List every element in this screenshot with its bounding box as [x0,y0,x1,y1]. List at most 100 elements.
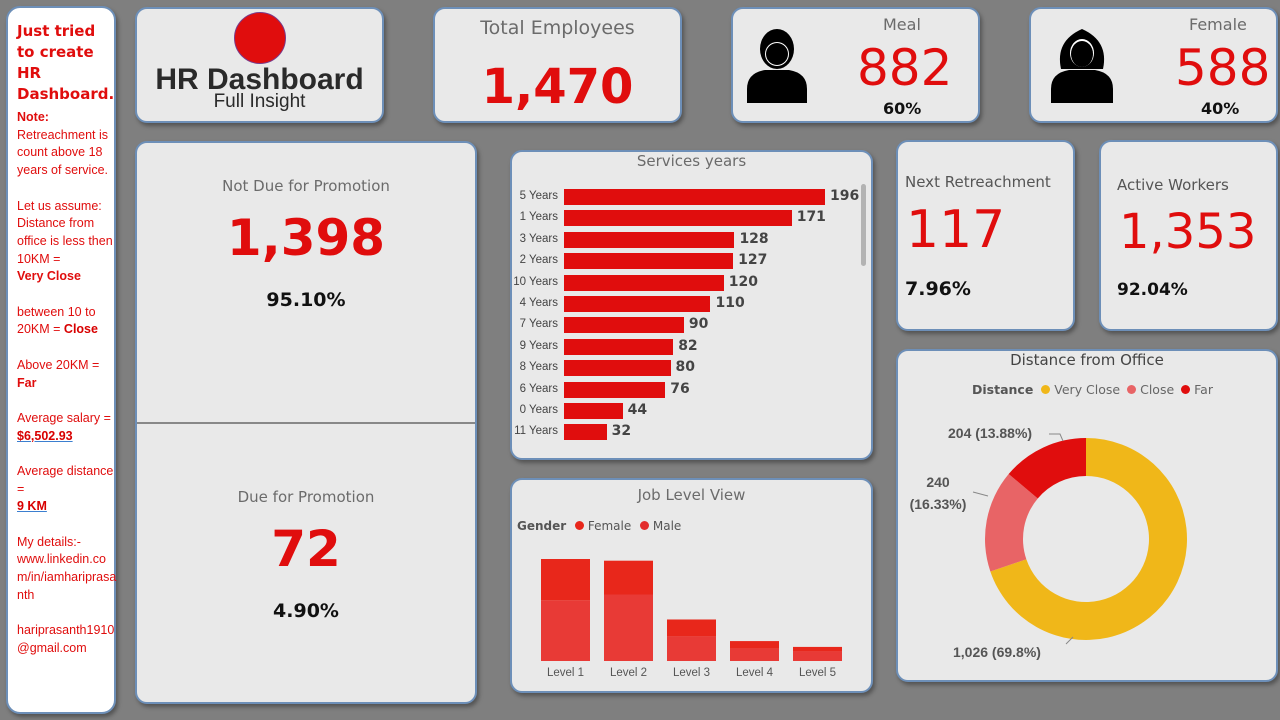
logo-circle [234,12,286,64]
bar-value-label: 171 [796,209,826,226]
bar-value-label: 196 [830,188,860,204]
job-level-category-label: Level 3 [673,667,710,679]
dashboard-title: HR Dashboard [155,63,364,96]
above-text: Above 20KM = [17,357,100,372]
service-years-bar[interactable] [564,189,825,205]
bar-value-label: 90 [688,316,709,333]
bar-category-label: 3 Years [519,232,558,245]
female-label: Female [1189,15,1247,34]
legend-far-label: Far [1194,382,1213,397]
male-value: 882 [857,39,953,97]
service-years-bar[interactable] [564,253,734,270]
promotion-card: Not Due for Promotion 1,398 95.10% Due f… [135,141,477,704]
legend-very-close-label: Very Close [1054,382,1121,397]
female-card: Female 588 40% [1029,7,1278,123]
retreachment-card: Next Retreachment 117 7.96% [896,140,1075,331]
job-level-chart: Level 1 Level 2 Level 3 Level 4 Level 5 [541,559,842,679]
donut-data-label: 1,026 (69.8%) [953,644,1041,660]
service-years-bar[interactable] [564,231,735,248]
details-title: My details:- [17,534,81,549]
legend-male-label: Male [652,519,682,533]
dashboard-subtitle: Full Insight [213,91,306,112]
service-years-bar[interactable] [564,381,666,398]
male-pct: 60% [883,99,922,118]
male-segment[interactable] [730,648,779,661]
linkedin-link[interactable]: www.linkedin.com/in/iamhariprasanth [17,552,117,602]
total-employees-label: Total Employees [480,17,635,39]
active-workers-label: Active Workers [1117,176,1229,194]
bar-value-label: 82 [678,337,698,354]
far-term: Far [17,375,37,390]
female-segment[interactable] [667,619,716,637]
bar-category-label: 4 Years [519,297,558,309]
female-segment[interactable] [604,560,653,595]
bar-category-label: 7 Years [519,318,558,331]
services-years-title: Services years [636,152,747,170]
due-pct: 4.90% [273,600,339,622]
service-years-bar[interactable] [564,360,671,377]
legend-very-close-dot [1041,385,1051,394]
title-card: HR Dashboard Full Insight [135,7,384,123]
service-years-bar[interactable] [564,296,711,312]
male-segment[interactable] [667,636,716,661]
service-years-bar[interactable] [564,317,684,334]
services-scrollbar[interactable] [861,184,866,266]
distance-card: Distance from Office Distance Very Close… [896,349,1278,682]
donut-slice-far[interactable] [1008,438,1086,499]
donut-slice-close[interactable] [985,474,1038,572]
bar-category-label: 9 Years [519,339,558,352]
job-level-card: Job Level View Gender Female Male Level … [510,478,873,693]
job-level-legend: Gender Female Male [517,519,681,533]
distance-text: Average distance = [17,463,114,496]
bar-value-label: 32 [611,423,632,440]
male-card: Meal 882 60% [731,7,980,123]
bar-category-label: 6 Years [519,382,558,395]
donut-data-label: 204 (13.88%) [948,425,1032,441]
male-segment[interactable] [541,600,590,661]
not-due-value: 1,398 [226,209,386,267]
donut-data-label: (16.33%) [910,496,967,512]
male-label: Meal [883,15,921,34]
male-segment[interactable] [604,594,653,661]
female-segment[interactable] [793,646,842,652]
female-person-icon [1051,29,1113,103]
legend-far-dot [1181,385,1191,394]
note-text: Retreachment is count above 18 years of … [17,127,109,178]
service-years-bar[interactable] [564,424,607,441]
bar-category-label: 11 Years [514,425,558,438]
male-segment[interactable] [793,651,842,661]
female-value: 588 [1175,39,1271,97]
female-segment[interactable] [730,641,779,649]
between-text: between 10 to 20KM = [17,304,96,337]
bar-category-label: 2 Years [519,254,558,267]
active-workers-value: 1,353 [1119,204,1257,260]
service-years-bar[interactable] [564,338,674,355]
total-employees-value: 1,470 [481,59,634,115]
job-level-category-label: Level 1 [547,667,584,679]
distance-title: Distance from Office [1010,351,1164,369]
legend-close-dot [1127,385,1137,394]
donut-leader-line [1065,636,1074,645]
service-years-bar[interactable] [564,403,623,419]
very-close-term: Very Close [17,269,81,284]
service-years-bar[interactable] [564,274,724,291]
male-person-icon [747,29,807,103]
donut-slice-very-close[interactable] [990,438,1187,640]
female-segment[interactable] [541,559,590,601]
service-years-bar[interactable] [564,210,792,227]
bar-category-label: 1 Years [519,211,558,224]
email-link[interactable]: hariprasanth1910@gmail.com [17,623,115,655]
not-due-label: Not Due for Promotion [222,177,390,195]
not-due-pct: 95.10% [266,289,346,311]
gender-legend-title: Gender [517,519,567,533]
distance-value: 9 KM [17,499,47,514]
legend-close-label: Close [1140,382,1175,397]
distance-legend: Distance Very Close Close Far [972,382,1213,397]
total-employees-card: Total Employees 1,470 [433,7,682,123]
job-level-category-label: Level 2 [610,667,647,679]
legend-female-dot [575,521,585,530]
services-years-card: Services years 5 Years 196 1 Years 171 3 Yea… [510,150,873,460]
active-workers-pct: 92.04% [1117,280,1188,300]
bar-value-label: 120 [728,273,759,290]
retreachment-pct: 7.96% [905,278,971,300]
